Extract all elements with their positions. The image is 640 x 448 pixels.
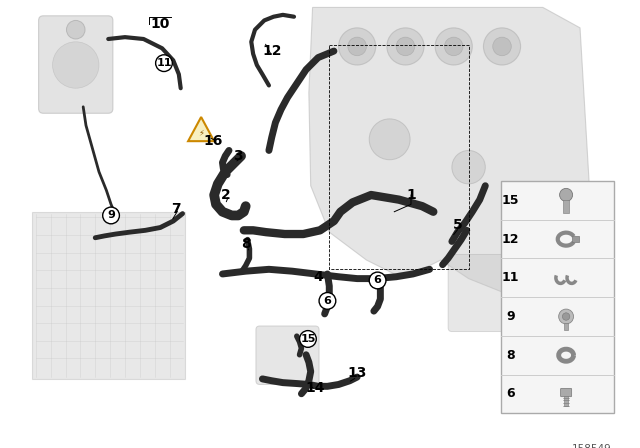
Circle shape xyxy=(493,37,511,56)
Circle shape xyxy=(300,331,316,347)
Text: 3: 3 xyxy=(234,149,243,163)
Circle shape xyxy=(387,28,424,65)
Text: 11: 11 xyxy=(502,271,519,284)
Circle shape xyxy=(319,293,336,309)
Text: 16: 16 xyxy=(204,134,223,148)
Circle shape xyxy=(452,151,485,184)
Text: 13: 13 xyxy=(348,366,367,380)
Bar xyxy=(572,237,579,242)
Text: 15: 15 xyxy=(300,334,316,344)
Bar xyxy=(501,418,614,448)
Bar xyxy=(520,435,548,444)
Circle shape xyxy=(563,313,570,320)
Circle shape xyxy=(339,28,376,65)
Text: 1: 1 xyxy=(406,188,416,202)
Circle shape xyxy=(369,119,410,160)
Circle shape xyxy=(369,272,386,289)
FancyBboxPatch shape xyxy=(38,16,113,113)
Text: 8: 8 xyxy=(506,349,515,362)
Circle shape xyxy=(102,207,120,224)
Circle shape xyxy=(559,309,573,324)
Text: 2: 2 xyxy=(220,188,230,202)
Text: 6: 6 xyxy=(374,276,381,285)
Circle shape xyxy=(435,28,472,65)
Bar xyxy=(501,181,614,413)
Circle shape xyxy=(52,42,99,88)
FancyBboxPatch shape xyxy=(561,388,572,396)
Text: 11: 11 xyxy=(156,58,172,68)
Polygon shape xyxy=(309,8,589,297)
Text: 4: 4 xyxy=(313,270,323,284)
Circle shape xyxy=(156,55,172,72)
Circle shape xyxy=(444,37,463,56)
Bar xyxy=(564,323,568,330)
Text: 12: 12 xyxy=(502,233,519,246)
Text: 14: 14 xyxy=(306,381,325,395)
Text: 6: 6 xyxy=(506,388,515,401)
Text: 15: 15 xyxy=(502,194,519,207)
Text: 9: 9 xyxy=(107,211,115,220)
Text: 8: 8 xyxy=(241,237,251,251)
Text: 7: 7 xyxy=(172,202,181,216)
Circle shape xyxy=(559,188,573,201)
Circle shape xyxy=(483,28,520,65)
Bar xyxy=(563,200,569,212)
Text: 158549: 158549 xyxy=(572,444,612,448)
Text: 6: 6 xyxy=(323,296,332,306)
Text: 10: 10 xyxy=(150,17,170,31)
Text: 12: 12 xyxy=(262,44,282,58)
Text: 5: 5 xyxy=(452,218,462,232)
Text: ⚡: ⚡ xyxy=(198,128,204,137)
Polygon shape xyxy=(188,117,214,141)
Polygon shape xyxy=(32,212,186,379)
Bar xyxy=(564,396,568,406)
Circle shape xyxy=(348,37,367,56)
Circle shape xyxy=(67,21,85,39)
FancyBboxPatch shape xyxy=(448,254,507,332)
FancyBboxPatch shape xyxy=(256,326,319,384)
Circle shape xyxy=(396,37,415,56)
Text: 9: 9 xyxy=(506,310,515,323)
